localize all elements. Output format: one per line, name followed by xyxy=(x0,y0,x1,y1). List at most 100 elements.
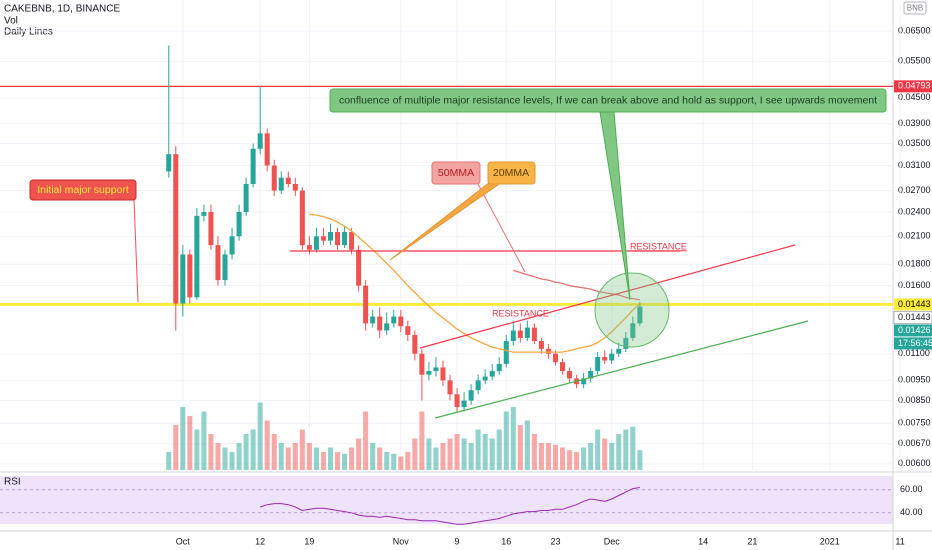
volume-bar xyxy=(524,420,530,470)
volume-bar xyxy=(433,447,439,470)
candle-body xyxy=(306,245,312,250)
volume-bar xyxy=(292,443,298,470)
candle-body xyxy=(278,177,284,191)
callout-text: 20MMA xyxy=(493,167,529,179)
candle-body xyxy=(440,367,446,381)
volume-bar xyxy=(377,447,383,470)
x-tick-label: 11 xyxy=(895,536,904,546)
trend-line xyxy=(419,244,796,349)
y-tick-label: 0.01100 xyxy=(898,348,930,358)
x-tick-label: 19 xyxy=(304,536,314,546)
indicator-label: Vol xyxy=(4,16,18,27)
candle-body xyxy=(447,380,453,395)
volume-bar xyxy=(489,438,495,470)
candle-body xyxy=(623,337,629,349)
volume-bar xyxy=(250,429,256,470)
volume-bar xyxy=(313,447,319,470)
volume-bar xyxy=(166,452,172,470)
candle-body xyxy=(356,249,362,286)
price-tag xyxy=(894,298,932,311)
candle-body xyxy=(299,190,305,246)
volume-bar xyxy=(616,434,622,470)
volume-bar xyxy=(306,443,312,470)
volume-bar xyxy=(574,452,580,470)
volume-bar xyxy=(173,425,179,470)
candle-body xyxy=(334,231,341,246)
callout-box xyxy=(431,161,481,185)
candle-body xyxy=(567,371,573,379)
candle-body xyxy=(602,357,608,361)
volume-bar xyxy=(475,429,481,470)
volume-bar xyxy=(595,429,601,470)
candle-body xyxy=(201,212,207,216)
volume-bar xyxy=(552,444,559,470)
volume-bar xyxy=(271,434,277,470)
candle-body xyxy=(552,353,559,363)
volume-bar xyxy=(447,438,453,470)
x-tick-label: Oct xyxy=(176,536,191,546)
y-tick-label: 0.00750 xyxy=(898,418,931,428)
candle-body xyxy=(531,327,537,341)
candle-body xyxy=(285,177,291,185)
candle-body xyxy=(454,394,460,408)
y-tick-label: 0.05500 xyxy=(898,56,931,66)
price-tag xyxy=(894,324,932,337)
volume-bar xyxy=(229,452,235,470)
volume-bar xyxy=(194,429,200,470)
volume-bar xyxy=(637,450,643,470)
candle-body xyxy=(349,231,355,250)
candle-body xyxy=(398,316,404,327)
volume-bar xyxy=(257,402,263,470)
x-tick-label: Dec xyxy=(604,536,621,546)
y-tick-label: 0.03100 xyxy=(898,160,931,170)
candle-body xyxy=(194,215,200,298)
candle-body xyxy=(616,348,622,354)
x-tick-label: 2021 xyxy=(820,536,840,546)
x-tick-label: Nov xyxy=(393,536,410,546)
candle-body xyxy=(243,184,249,213)
y-tick-label: 0.03500 xyxy=(898,138,931,148)
rsi-band xyxy=(0,476,893,524)
candle-body xyxy=(503,340,509,364)
candle-body xyxy=(391,316,397,324)
rsi-tick-label: 40.00 xyxy=(900,507,923,517)
candle-body xyxy=(588,371,594,379)
volume-bar xyxy=(201,411,207,470)
y-tick-label: 0.00850 xyxy=(898,395,931,405)
currency-box[interactable] xyxy=(903,1,927,15)
price-tag-label: 0.01443 xyxy=(898,312,931,322)
volume-bar xyxy=(349,447,355,470)
volume-bar xyxy=(440,443,446,470)
volume-bar xyxy=(391,453,397,470)
indicator-label: Daily Lines xyxy=(4,27,53,38)
callout-text: 50MMA xyxy=(438,167,474,179)
candle-body xyxy=(559,362,566,372)
candle-body xyxy=(180,254,186,304)
candle-body xyxy=(271,165,277,191)
candle-body xyxy=(482,376,488,381)
candle-body xyxy=(419,353,425,375)
candle-body xyxy=(236,212,242,237)
volume-bar xyxy=(356,438,362,470)
x-tick-label: 14 xyxy=(698,536,708,546)
price-tag-label: 0.01443 xyxy=(898,299,931,309)
y-tick-label: 0.01600 xyxy=(898,280,931,290)
candle-body xyxy=(630,323,636,338)
price-tag-label: 0.04793 xyxy=(898,81,931,91)
volume-bar xyxy=(630,426,636,470)
x-tick-label: 23 xyxy=(550,536,560,546)
y-tick-label: 0.02100 xyxy=(898,231,931,241)
price-tag xyxy=(894,80,932,93)
volume-bar xyxy=(426,438,432,470)
candle-body xyxy=(292,184,298,191)
volume-bar xyxy=(299,429,305,470)
volume-bar xyxy=(187,416,193,470)
volume-bar xyxy=(468,443,474,470)
volume-bar xyxy=(243,434,249,470)
candle-body xyxy=(342,231,348,246)
y-tick-label: 0.04500 xyxy=(898,92,931,102)
candle-body xyxy=(327,231,334,241)
candle-body xyxy=(222,254,228,281)
resistance-label: RESISTANCE xyxy=(630,241,687,251)
volume-bar xyxy=(531,434,537,470)
